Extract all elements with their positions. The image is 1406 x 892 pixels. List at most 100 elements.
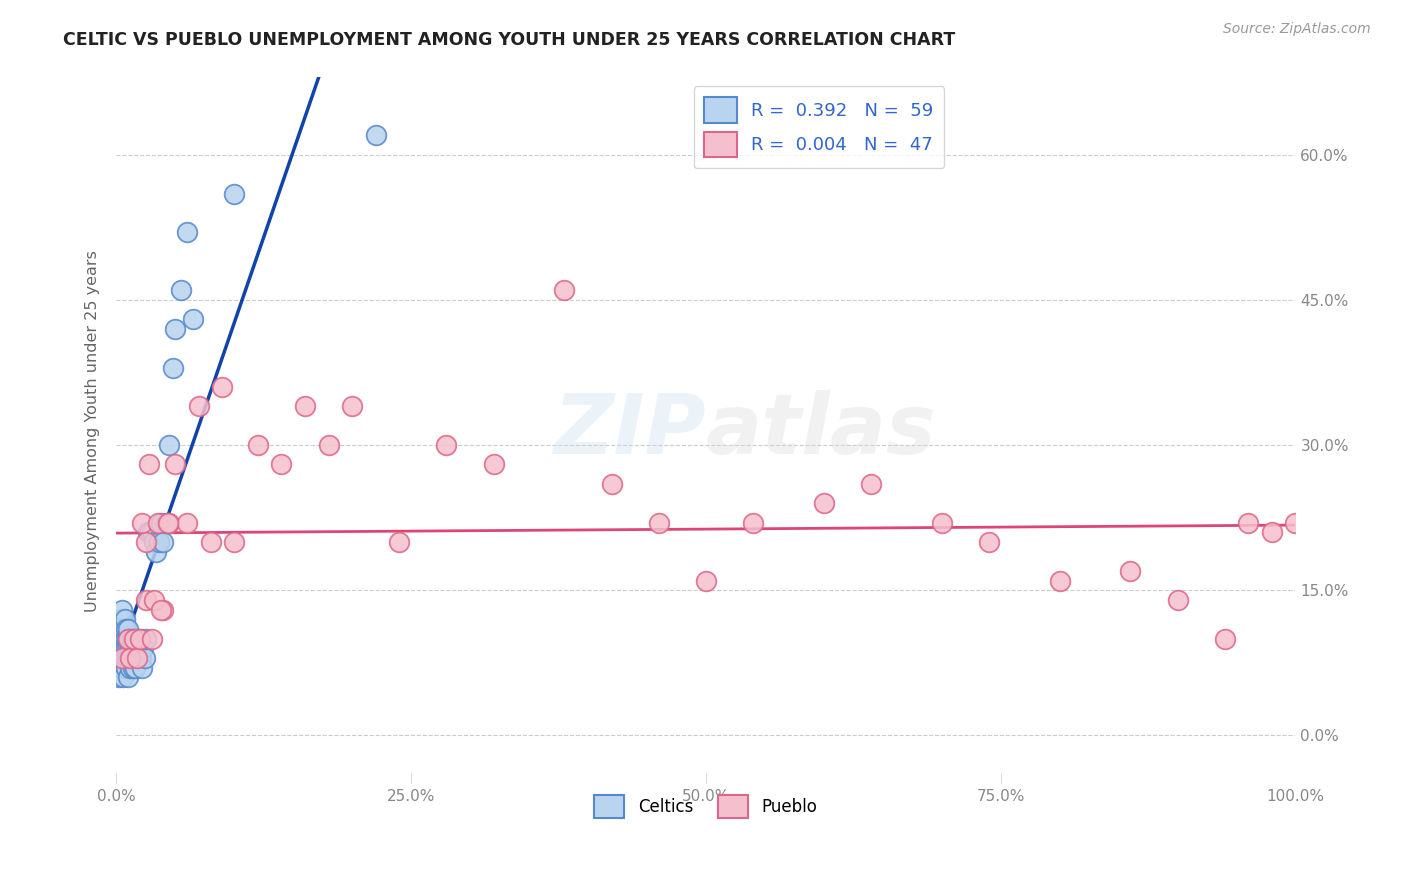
- Point: [211, 380, 233, 394]
- Point: [141, 525, 163, 540]
- Point: [145, 544, 167, 558]
- Point: [114, 660, 136, 674]
- Point: [138, 525, 160, 540]
- Point: [482, 458, 505, 472]
- Point: [122, 651, 145, 665]
- Point: [436, 438, 458, 452]
- Point: [112, 622, 135, 636]
- Point: [114, 641, 136, 656]
- Point: [118, 651, 141, 665]
- Point: [340, 400, 363, 414]
- Point: [125, 641, 148, 656]
- Point: [114, 612, 136, 626]
- Point: [117, 622, 139, 636]
- Point: [111, 622, 134, 636]
- Point: [1049, 574, 1071, 588]
- Point: [143, 593, 166, 607]
- Point: [108, 651, 131, 665]
- Point: [1167, 593, 1189, 607]
- Text: ZIP: ZIP: [553, 390, 706, 471]
- Point: [165, 458, 187, 472]
- Point: [131, 660, 153, 674]
- Point: [600, 476, 623, 491]
- Point: [162, 360, 184, 375]
- Point: [1119, 564, 1142, 578]
- Point: [120, 641, 142, 656]
- Point: [135, 534, 157, 549]
- Point: [742, 516, 765, 530]
- Point: [143, 534, 166, 549]
- Point: [152, 602, 174, 616]
- Point: [112, 641, 135, 656]
- Point: [134, 651, 156, 665]
- Point: [136, 525, 159, 540]
- Point: [294, 400, 316, 414]
- Point: [165, 322, 187, 336]
- Point: [647, 516, 669, 530]
- Point: [224, 186, 246, 201]
- Point: [270, 458, 292, 472]
- Point: [246, 438, 269, 452]
- Point: [114, 632, 136, 646]
- Point: [1284, 516, 1306, 530]
- Point: [124, 660, 146, 674]
- Point: [122, 632, 145, 646]
- Point: [118, 632, 141, 646]
- Text: atlas: atlas: [706, 390, 936, 471]
- Y-axis label: Unemployment Among Youth under 25 years: Unemployment Among Youth under 25 years: [86, 250, 100, 612]
- Point: [110, 641, 132, 656]
- Point: [128, 632, 150, 646]
- Point: [150, 602, 173, 616]
- Point: [128, 632, 150, 646]
- Point: [135, 593, 157, 607]
- Point: [1261, 525, 1284, 540]
- Point: [114, 651, 136, 665]
- Point: [931, 516, 953, 530]
- Point: [176, 516, 198, 530]
- Text: Source: ZipAtlas.com: Source: ZipAtlas.com: [1223, 22, 1371, 37]
- Point: [111, 660, 134, 674]
- Point: [135, 632, 157, 646]
- Text: CELTIC VS PUEBLO UNEMPLOYMENT AMONG YOUTH UNDER 25 YEARS CORRELATION CHART: CELTIC VS PUEBLO UNEMPLOYMENT AMONG YOUT…: [63, 31, 956, 49]
- Point: [152, 534, 174, 549]
- Point: [127, 651, 149, 665]
- Point: [141, 632, 163, 646]
- Legend: Celtics, Pueblo: Celtics, Pueblo: [588, 788, 824, 825]
- Point: [111, 602, 134, 616]
- Point: [176, 225, 198, 239]
- Point: [157, 438, 180, 452]
- Point: [1213, 632, 1236, 646]
- Point: [157, 516, 180, 530]
- Point: [157, 516, 180, 530]
- Point: [111, 651, 134, 665]
- Point: [170, 283, 193, 297]
- Point: [364, 128, 387, 143]
- Point: [120, 651, 142, 665]
- Point: [121, 632, 143, 646]
- Point: [318, 438, 340, 452]
- Point: [977, 534, 1000, 549]
- Point: [150, 516, 173, 530]
- Point: [813, 496, 835, 510]
- Point: [127, 651, 149, 665]
- Point: [117, 632, 139, 646]
- Point: [110, 612, 132, 626]
- Point: [553, 283, 575, 297]
- Point: [108, 632, 131, 646]
- Point: [155, 516, 177, 530]
- Point: [112, 670, 135, 684]
- Point: [181, 312, 204, 326]
- Point: [187, 400, 209, 414]
- Point: [129, 651, 152, 665]
- Point: [121, 641, 143, 656]
- Point: [148, 534, 170, 549]
- Point: [117, 641, 139, 656]
- Point: [1237, 516, 1260, 530]
- Point: [388, 534, 411, 549]
- Point: [122, 632, 145, 646]
- Point: [115, 651, 138, 665]
- Point: [131, 516, 153, 530]
- Point: [107, 670, 129, 684]
- Point: [132, 641, 155, 656]
- Point: [121, 651, 143, 665]
